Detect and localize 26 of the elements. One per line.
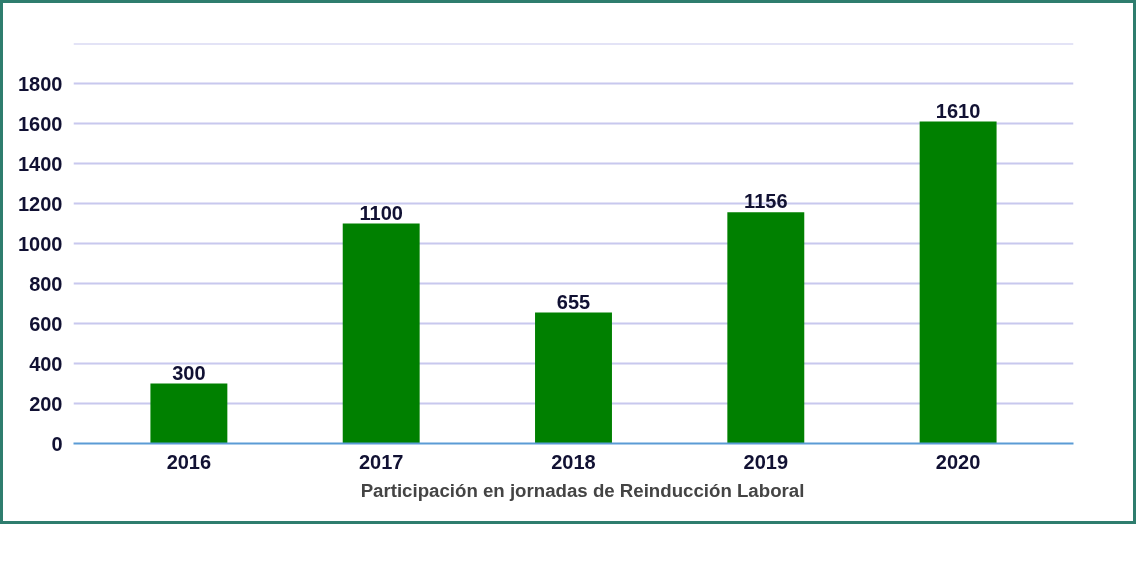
- y-tick-label: 800: [29, 272, 63, 295]
- y-tick-label: 0: [51, 432, 63, 455]
- y-tick-label: 1800: [18, 72, 63, 95]
- x-tick-label: 2020: [935, 450, 981, 473]
- y-tick-label: 1400: [18, 152, 63, 175]
- y-tick-label: 600: [29, 312, 63, 335]
- data-label: 300: [172, 361, 206, 384]
- x-tick-label: 2016: [166, 450, 212, 473]
- y-tick-label: 400: [29, 352, 63, 375]
- x-tick-label: 2017: [358, 450, 404, 473]
- bar: [727, 212, 805, 444]
- bar: [342, 223, 420, 444]
- y-tick-label: 200: [29, 392, 63, 415]
- data-label: 1100: [359, 201, 403, 224]
- y-tick-label: 1200: [18, 192, 63, 215]
- data-label: 655: [556, 290, 591, 313]
- bar: [150, 383, 228, 444]
- x-tick-label: 2018: [551, 450, 596, 473]
- series-label: Participación en jornadas de Reinducción Laboral: [360, 480, 805, 502]
- x-tick-label: 2019: [743, 450, 789, 473]
- y-tick-label: 1600: [18, 112, 63, 135]
- data-label: 1156: [744, 190, 788, 213]
- bar: [535, 312, 612, 444]
- bar: [919, 121, 997, 444]
- y-tick-label: 1000: [18, 232, 63, 255]
- data-label: 1610: [935, 99, 981, 122]
